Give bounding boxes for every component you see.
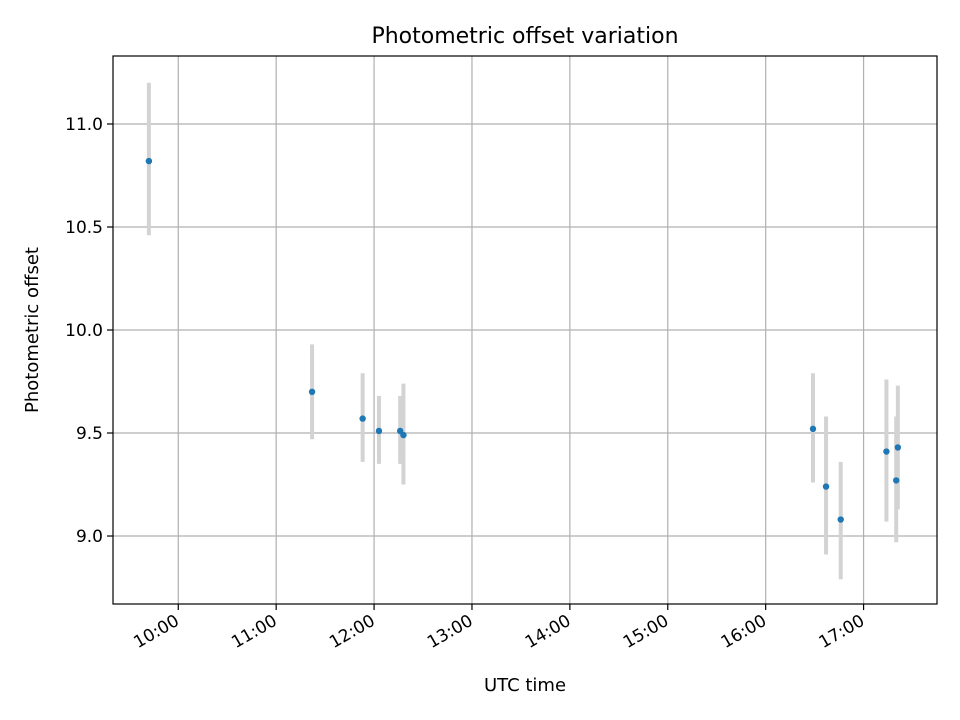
y-axis-ticks: 9.0 9.5 10.0 10.5 11.0 bbox=[65, 115, 113, 547]
y-axis-label: Photometric offset bbox=[22, 247, 43, 413]
y-tick-label: 10.5 bbox=[65, 218, 103, 238]
y-tick-label: 9.5 bbox=[76, 424, 103, 444]
y-tick-label: 10.0 bbox=[65, 321, 103, 341]
x-axis-label: UTC time bbox=[484, 675, 566, 696]
y-tick-label: 9.0 bbox=[76, 527, 103, 547]
data-point bbox=[893, 477, 900, 484]
chart-title: Photometric offset variation bbox=[371, 24, 678, 49]
data-point bbox=[375, 427, 383, 435]
data-point bbox=[400, 431, 407, 439]
data-point bbox=[822, 483, 830, 490]
data-point bbox=[809, 425, 817, 433]
data-point bbox=[883, 448, 890, 455]
data-point bbox=[359, 415, 366, 422]
data-point bbox=[837, 516, 844, 523]
data-point bbox=[894, 444, 902, 451]
y-tick-label: 11.0 bbox=[65, 115, 103, 135]
data-point bbox=[308, 388, 316, 396]
grid-lines bbox=[113, 56, 937, 604]
data-point bbox=[145, 157, 153, 165]
data-points bbox=[145, 157, 902, 523]
